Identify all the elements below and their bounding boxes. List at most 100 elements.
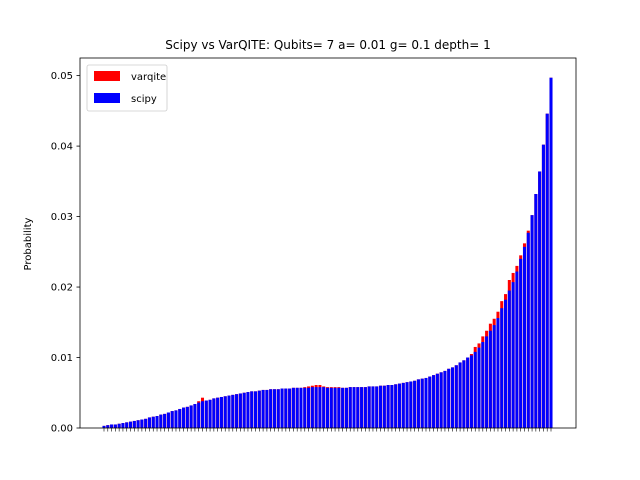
chart-title: Scipy vs VarQITE: Qubits= 7 a= 0.01 g= 0… [165, 38, 490, 52]
plot-frame [79, 57, 577, 429]
bar-scipy [522, 246, 526, 428]
bar-scipy [159, 414, 163, 428]
y-tick-label: 0.03 [51, 212, 73, 223]
bar-scipy [250, 391, 254, 428]
bar-scipy [447, 368, 451, 428]
bar-scipy [530, 215, 534, 428]
bars-group [102, 77, 553, 428]
bar-scipy [390, 385, 394, 428]
bar-scipy [435, 373, 439, 428]
y-tick-label: 0.00 [51, 424, 73, 435]
bar-scipy [246, 392, 250, 428]
bar-scipy [129, 421, 133, 428]
bar-scipy [238, 393, 242, 428]
bar-scipy [534, 194, 538, 428]
x-ticks-group [103, 428, 552, 432]
bar-scipy [151, 416, 155, 428]
bar-scipy [409, 381, 413, 428]
bar-scipy [227, 395, 231, 428]
bar-scipy [106, 425, 110, 428]
bar-scipy [284, 388, 288, 428]
bar-scipy [144, 418, 148, 428]
bar-scipy [515, 271, 519, 428]
bar-scipy [428, 376, 432, 428]
bar-scipy [299, 387, 303, 428]
bar-scipy [121, 423, 125, 428]
bar-scipy [333, 387, 337, 428]
bar-scipy [307, 387, 311, 428]
bar-scipy [416, 379, 420, 428]
bar-scipy [348, 387, 352, 428]
legend-swatch-varqite [94, 71, 120, 81]
bar-scipy [344, 387, 348, 428]
bar-scipy [280, 388, 284, 428]
bar-scipy [136, 420, 140, 428]
bar-scipy [545, 113, 549, 428]
bar-scipy [405, 382, 409, 428]
bar-scipy [208, 399, 212, 428]
bar-scipy [511, 282, 515, 428]
bar-scipy [303, 387, 307, 428]
bar-scipy [223, 396, 227, 428]
bar-scipy [481, 342, 485, 428]
y-tick-label: 0.05 [51, 71, 73, 82]
bar-scipy [189, 405, 193, 428]
bar-scipy [549, 77, 553, 428]
bar-scipy [200, 401, 205, 428]
bar-scipy [174, 410, 178, 428]
bar-scipy [496, 318, 500, 428]
bar-scipy [477, 347, 481, 428]
bar-scipy [163, 413, 167, 428]
bar-scipy [110, 424, 114, 428]
bar-scipy [466, 357, 470, 428]
bar-scipy [420, 378, 424, 428]
bar-scipy [329, 387, 333, 428]
y-tick-label: 0.04 [51, 142, 73, 153]
legend-label-scipy: scipy [131, 94, 157, 105]
bar-scipy [394, 384, 398, 428]
y-tick-label: 0.01 [51, 353, 73, 364]
bar-scipy [450, 367, 455, 428]
bar-scipy [439, 372, 443, 428]
bar-scipy [216, 397, 220, 428]
bar-scipy [178, 408, 182, 428]
bar-scipy [488, 330, 492, 428]
bar-scipy [314, 387, 318, 428]
bar-scipy [182, 407, 186, 428]
bar-scipy [212, 398, 216, 428]
bar-scipy [458, 362, 462, 428]
bar-scipy [500, 308, 504, 428]
bar-scipy [337, 387, 341, 428]
bar-scipy [371, 386, 375, 428]
bar-scipy [462, 360, 466, 428]
bar-scipy [443, 370, 447, 428]
bar-scipy [526, 232, 530, 428]
bar-scipy [469, 355, 473, 428]
bar-scipy [125, 422, 129, 428]
bar-scipy [473, 351, 477, 428]
bar-scipy [166, 412, 170, 428]
bar-scipy [295, 387, 299, 428]
y-axis-label: Probability [23, 217, 34, 270]
bar-scipy [197, 402, 201, 428]
bar-scipy [132, 420, 136, 428]
bar-scipy [310, 387, 314, 428]
bar-scipy [397, 383, 401, 428]
bar-scipy [235, 394, 239, 428]
bar-scipy [492, 325, 496, 428]
y-ticks-group: 0.00 0.01 0.02 0.03 0.04 0.05 [51, 71, 80, 435]
bar-scipy [155, 416, 159, 428]
bar-scipy [541, 144, 545, 428]
bar-scipy [379, 385, 383, 428]
bar-scipy [117, 423, 121, 428]
bar-scipy [261, 389, 265, 428]
bar-scipy [413, 380, 417, 428]
bar-scipy [375, 386, 379, 428]
y-tick-label: 0.02 [51, 283, 73, 294]
bar-scipy [322, 387, 326, 428]
legend: varqite scipy [86, 64, 168, 112]
bar-scipy [272, 389, 276, 428]
bar-scipy [102, 425, 106, 428]
bar-scipy [363, 387, 367, 428]
bar-scipy [257, 390, 261, 428]
